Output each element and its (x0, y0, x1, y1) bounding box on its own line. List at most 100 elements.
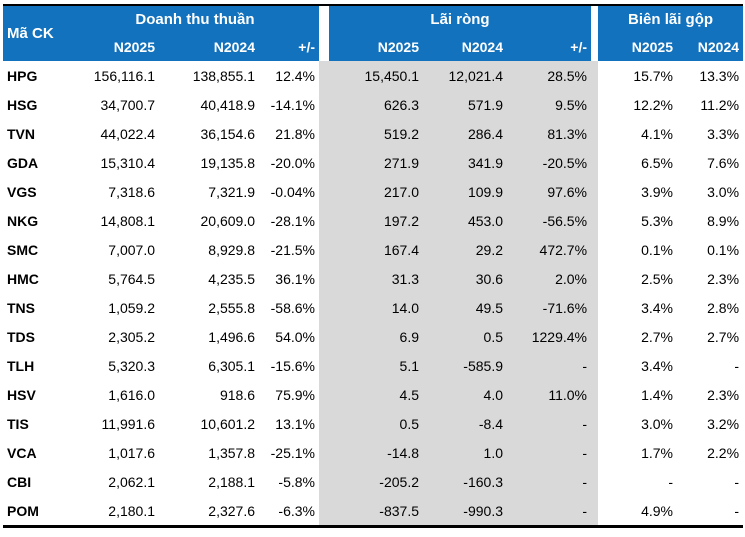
net-profit-n2025-cell: 217.0 (329, 177, 423, 206)
revenue-n2025-cell: 5,320.3 (108, 357, 155, 374)
column-divider (319, 90, 329, 119)
net-profit-change-cell: 1229.4% (507, 322, 592, 351)
revenue-n2025-cell: 34,700.7 (100, 96, 156, 113)
revenue-n2024-cell: 138,855.1 (192, 67, 255, 84)
column-divider (319, 380, 329, 409)
column-divider (319, 293, 329, 322)
revenue-n2025-cell: 2,305.2 (108, 328, 155, 345)
table-row: HPG 156,116.1 138,855.1 12.4% 15,450.1 12,021… (3, 61, 743, 90)
gross-margin-n2024-cell: 2.8% (707, 299, 740, 316)
revenue-change-cell: -20.0% (270, 154, 315, 171)
revenue-change-cell: -6.3% (278, 502, 315, 519)
revenue-n2024-cell: 10,601.2 (200, 415, 256, 432)
column-divider (591, 148, 599, 177)
net-profit-n2024-cell: 0.5 (423, 322, 507, 351)
net-profit-n2025-cell: 626.3 (329, 90, 423, 119)
column-divider (319, 351, 329, 380)
column-header-profit-n2025: N2025 (329, 33, 423, 61)
gross-margin-n2024-cell: 0.1% (707, 241, 740, 258)
net-profit-n2024-cell: 49.5 (423, 293, 507, 322)
column-divider (591, 380, 599, 409)
gross-margin-n2024-cell: 2.3% (707, 386, 740, 403)
column-divider (319, 119, 329, 148)
gross-margin-n2025-cell: - (668, 473, 674, 490)
revenue-n2024-cell: 20,609.0 (200, 212, 256, 229)
revenue-n2024-cell: 2,327.6 (208, 502, 255, 519)
column-divider (319, 438, 329, 467)
column-header-stock-code: Mã CK (3, 5, 71, 61)
gross-margin-n2025-cell: 0.1% (641, 241, 674, 258)
stock-code-cell: NKG (7, 212, 39, 229)
column-divider (591, 90, 599, 119)
net-profit-n2024-cell: -585.9 (423, 351, 507, 380)
stock-code-cell: SMC (7, 241, 39, 258)
net-profit-change-cell: 472.7% (507, 235, 592, 264)
table-row: CBI 2,062.1 2,188.1 -5.8% -205.2 -160.3- - - (3, 467, 743, 496)
table-row: POM 2,180.1 2,327.6 -6.3% -837.5 -990.3-4.9% - (3, 496, 743, 527)
column-divider (319, 467, 329, 496)
gross-margin-n2025-cell: 15.7% (633, 67, 674, 84)
net-profit-change-cell: 97.6% (507, 177, 592, 206)
net-profit-n2025-cell: 271.9 (329, 148, 423, 177)
stock-code-cell: POM (7, 502, 39, 519)
column-divider (591, 206, 599, 235)
revenue-n2024-cell: 40,418.9 (200, 96, 256, 113)
table-row: NKG 14,808.1 20,609.0 -28.1% 197.2 453.0 -56.5… (3, 206, 743, 235)
table-row: TIS 11,991.6 10,601.2 13.1% 0.5 -8.4- 3.0% 3.2% (3, 409, 743, 438)
revenue-n2024-cell: 2,188.1 (208, 473, 255, 490)
revenue-n2024-cell: 19,135.8 (200, 154, 256, 171)
header-group-divider (319, 5, 329, 61)
net-profit-n2024-cell: 453.0 (423, 206, 507, 235)
header-subcolumn-row: N2025 N2024 +/- N2025 N2024 +/- N2025 N2… (3, 33, 744, 61)
gross-margin-n2024-cell: 8.9% (707, 212, 740, 229)
revenue-n2025-cell: 14,808.1 (100, 212, 156, 229)
stock-code-cell: CBI (7, 473, 32, 490)
column-divider (319, 264, 329, 293)
net-profit-n2024-cell: 29.2 (423, 235, 507, 264)
gross-margin-n2024-cell: 3.3% (707, 125, 740, 142)
net-profit-n2024-cell: -160.3 (423, 467, 507, 496)
table-row: GDA 15,310.4 19,135.8 -20.0% 271.9 341.9 -20.5… (3, 148, 743, 177)
revenue-change-cell: -25.1% (270, 444, 315, 461)
gross-margin-n2025-cell: 1.4% (641, 386, 674, 403)
revenue-n2025-cell: 1,017.6 (108, 444, 155, 461)
gross-margin-n2025-cell: 12.2% (633, 96, 674, 113)
net-profit-change-cell: 28.5% (507, 61, 592, 90)
stock-code-cell: HMC (7, 270, 39, 287)
net-profit-n2025-cell: 15,450.1 (329, 61, 423, 90)
revenue-n2025-cell: 44,022.4 (100, 125, 156, 142)
net-profit-n2024-cell: 286.4 (423, 119, 507, 148)
gross-margin-n2025-cell: 1.7% (641, 444, 674, 461)
net-profit-n2025-cell: -14.8 (329, 438, 423, 467)
revenue-n2024-cell: 1,496.6 (208, 328, 255, 345)
stock-code-cell: GDA (7, 154, 39, 171)
revenue-change-cell: 36.1% (275, 270, 315, 287)
stock-code-cell: HPG (7, 67, 38, 84)
gross-margin-n2024-cell: 2.2% (707, 444, 740, 461)
revenue-change-cell: -28.1% (270, 212, 315, 229)
column-divider (319, 61, 329, 90)
table-row: TDS 2,305.2 1,496.6 54.0% 6.9 0.5 1229.4% 2.7% 2… (3, 322, 743, 351)
net-profit-change-cell: 81.3% (507, 119, 592, 148)
revenue-n2025-cell: 1,616.0 (108, 386, 155, 403)
column-divider (591, 235, 599, 264)
revenue-n2025-cell: 1,059.2 (108, 299, 155, 316)
gross-margin-n2025-cell: 6.5% (641, 154, 674, 171)
stock-code-cell: TIS (7, 415, 29, 432)
revenue-n2024-cell: 8,929.8 (208, 241, 255, 258)
column-divider (591, 351, 599, 380)
revenue-n2024-cell: 4,235.5 (208, 270, 255, 287)
gross-margin-n2025-cell: 2.7% (641, 328, 674, 345)
table-row: HMC 5,764.5 4,235.5 36.1% 31.3 30.6 2.0% 2.5% 2.… (3, 264, 743, 293)
revenue-n2024-cell: 36,154.6 (200, 125, 256, 142)
gross-margin-n2024-cell: - (734, 473, 740, 490)
net-profit-n2025-cell: 31.3 (329, 264, 423, 293)
net-profit-change-cell: - (507, 409, 592, 438)
column-divider (591, 438, 599, 467)
revenue-change-cell: -21.5% (270, 241, 315, 258)
gross-margin-n2025-cell: 4.1% (641, 125, 674, 142)
header-group-divider (591, 5, 599, 61)
revenue-change-cell: 75.9% (275, 386, 315, 403)
column-divider (319, 148, 329, 177)
revenue-n2025-cell: 156,116.1 (93, 67, 155, 84)
